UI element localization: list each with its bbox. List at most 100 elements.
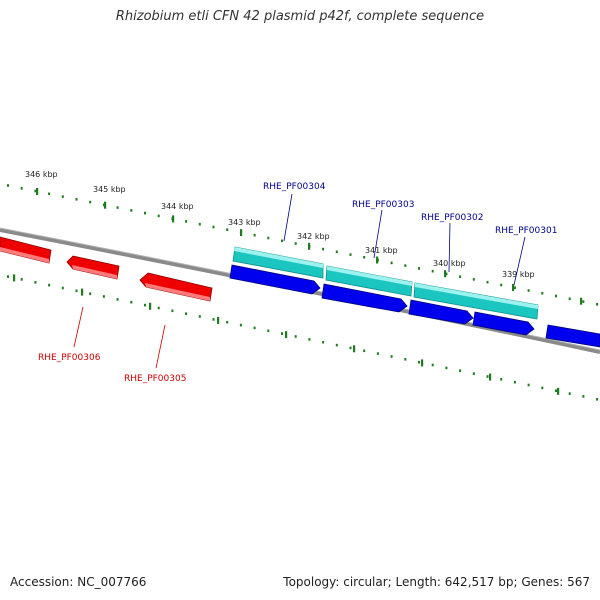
outer-track-major-tick <box>36 188 39 195</box>
outer-track-minor-tick <box>335 250 338 254</box>
outer-track-minor-tick <box>116 206 119 209</box>
outer-track-minor-tick <box>431 269 434 273</box>
outer-track-minor-tick <box>596 303 599 306</box>
inner-track-minor-tick <box>102 295 105 298</box>
outer-track-minor-tick <box>322 247 325 251</box>
inner-track-minor-tick <box>322 340 325 344</box>
inner-track-minor-tick <box>20 278 23 281</box>
inner-track-minor-tick <box>89 292 92 295</box>
inner-track-minor-tick <box>198 315 201 318</box>
gene-label-rhe-pf00304[interactable]: RHE_PF00304 <box>263 182 326 192</box>
outer-track-major-tick <box>580 297 583 305</box>
outer-track-minor-tick <box>541 292 544 295</box>
inner-track-minor-tick <box>281 332 283 335</box>
reverse-gene-labels: RHE_PF00306 RHE_PF00305 <box>38 306 186 384</box>
inner-track-minor-tick <box>308 338 311 341</box>
outer-track-minor-tick <box>61 195 64 198</box>
inner-track-minor-tick <box>253 326 256 330</box>
outer-track-major-tick <box>512 284 515 291</box>
outer-track-minor-tick <box>513 286 516 289</box>
cds-arrow-2[interactable] <box>321 283 408 313</box>
inner-track-minor-tick <box>390 355 393 358</box>
kbp-label-339: 339 kbp <box>502 270 535 279</box>
inner-track-minor-tick <box>34 281 37 284</box>
outer-track-minor-tick <box>390 261 393 265</box>
outer-track-minor-tick <box>75 198 78 201</box>
inner-track-minor-tick <box>472 372 475 375</box>
gene-label-rhe-pf00303[interactable]: RHE_PF00303 <box>352 200 414 210</box>
outer-track-minor-tick <box>486 280 489 284</box>
kbp-label-341: 341 kbp <box>365 246 398 255</box>
outer-track-minor-tick <box>157 214 160 218</box>
outer-track-minor-tick <box>500 283 503 287</box>
gene-label-rhe-pf00302[interactable]: RHE_PF00302 <box>421 213 483 223</box>
outer-track-minor-tick <box>582 300 585 303</box>
outer-track-minor-tick <box>527 289 530 292</box>
outer-track-minor-tick <box>294 242 297 245</box>
inner-track-minor-tick <box>61 286 64 290</box>
inner-track-minor-tick <box>527 383 530 387</box>
inner-track-minor-tick <box>130 300 133 304</box>
cds-arrow-1[interactable] <box>229 264 321 295</box>
inner-track-minor-tick <box>349 346 352 350</box>
outer-track-minor-tick <box>568 297 571 301</box>
outer-track-minor-tick <box>363 256 366 259</box>
outer-track-minor-tick <box>418 267 420 270</box>
outer-track-minor-tick <box>267 236 270 240</box>
outer-track-minor-tick <box>459 275 462 278</box>
inner-track-minor-tick <box>513 380 516 384</box>
cds-arrow-5[interactable] <box>545 324 600 348</box>
inner-track-major-tick <box>353 345 356 353</box>
inner-track-minor-tick <box>459 369 462 372</box>
inner-track-minor-tick <box>445 366 448 370</box>
gene-label-rhe-pf00306[interactable]: RHE_PF00306 <box>38 353 101 363</box>
outer-track-major-tick <box>240 229 243 237</box>
cds-arrow-4[interactable] <box>472 311 535 336</box>
inner-track-minor-tick <box>239 323 242 327</box>
inner-track-minor-tick <box>267 329 270 333</box>
inner-track-minor-tick <box>335 343 338 347</box>
inner-track-minor-tick <box>376 352 379 355</box>
outer-track-minor-tick <box>198 222 201 226</box>
gene-label-rhe-pf00305[interactable]: RHE_PF00305 <box>124 374 186 384</box>
inner-track-minor-tick <box>75 289 78 293</box>
forward-cds-track <box>229 264 600 348</box>
inner-track-minor-tick <box>500 378 503 381</box>
kbp-label-344: 344 kbp <box>161 202 194 211</box>
inner-track-major-tick <box>149 302 152 310</box>
outer-track-minor-tick <box>226 228 229 231</box>
outer-track-minor-tick <box>555 294 557 298</box>
inner-track-major-tick <box>81 288 84 296</box>
inner-track-minor-tick <box>582 395 585 398</box>
kbp-label-343: 343 kbp <box>228 218 261 227</box>
outer-track-minor-tick <box>445 272 448 276</box>
outer-track-minor-tick <box>212 225 215 229</box>
inner-track-minor-tick <box>48 283 51 287</box>
inner-track-major-tick <box>489 373 492 381</box>
inner-track-major-tick <box>13 274 16 282</box>
accession-text: Accession: NC_007766 <box>10 575 147 589</box>
inner-track-minor-tick <box>541 386 544 390</box>
outer-track-minor-tick <box>253 233 256 237</box>
inner-track-minor-tick <box>596 398 599 401</box>
inner-track-major-tick <box>421 359 424 367</box>
inner-track-minor-tick <box>363 349 366 353</box>
outer-track-minor-tick <box>404 264 407 267</box>
inner-track-minor-tick <box>157 306 160 310</box>
kbp-label-345: 345 kbp <box>93 185 126 194</box>
kbp-label-342: 342 kbp <box>297 232 330 241</box>
outer-track-major-tick <box>444 270 447 278</box>
reverse-gene-track <box>0 236 213 302</box>
inner-track-minor-tick <box>144 303 146 307</box>
outer-track-minor-tick <box>7 184 9 187</box>
outer-track-major-tick <box>172 215 175 223</box>
inner-track-minor-tick <box>212 318 215 321</box>
cds-arrow-3[interactable] <box>408 299 474 325</box>
page-title: Rhizobium etli CFN 42 plasmid p42f, comp… <box>115 9 485 24</box>
inner-track-minor-tick <box>431 363 434 367</box>
inner-track-minor-tick <box>404 358 407 361</box>
inner-track-minor-tick <box>555 389 557 392</box>
inner-track-minor-tick <box>486 375 489 378</box>
gene-label-rhe-pf00301[interactable]: RHE_PF00301 <box>495 226 557 236</box>
